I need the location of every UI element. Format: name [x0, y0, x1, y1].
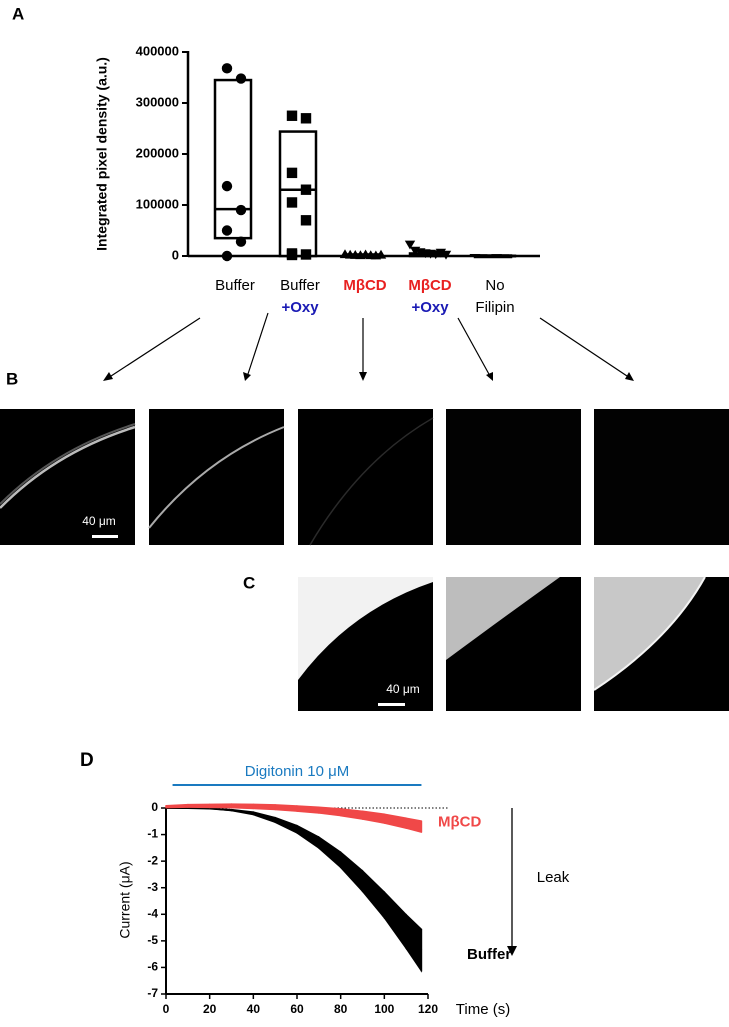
membrane — [0, 425, 136, 509]
series-label: Buffer — [467, 946, 511, 963]
data-point — [221, 63, 233, 74]
scale-bar — [92, 535, 118, 538]
data-point — [484, 254, 495, 258]
data-point — [469, 253, 481, 257]
arrow — [539, 317, 631, 379]
data-point — [491, 254, 502, 258]
x-tick-label: 0 — [163, 1002, 170, 1016]
y-tick-label: -7 — [147, 986, 158, 1000]
micrograph — [594, 409, 729, 545]
y-tick-label: -5 — [147, 933, 158, 947]
y-tick-label: 200000 — [136, 145, 179, 160]
micrographs-b: 40 μm — [0, 409, 729, 546]
scale-bar-label: 40 μm — [82, 514, 116, 528]
data-point — [221, 180, 233, 192]
data-point — [477, 254, 488, 258]
membrane — [0, 423, 136, 505]
line — [165, 804, 422, 828]
error-band — [383, 890, 407, 951]
data-point — [498, 254, 509, 258]
error-band — [405, 913, 422, 973]
y-tick-label: 100000 — [136, 196, 179, 211]
x-tick-label: 20 — [203, 1002, 217, 1016]
x-tick-label: Buffer — [280, 277, 320, 294]
scale-bar-label: 40 μm — [386, 682, 420, 696]
panel-letter: D — [80, 750, 94, 771]
arrowheads — [103, 372, 634, 381]
y-tick-label: 300000 — [136, 94, 179, 109]
data-point — [440, 250, 452, 260]
membrane — [593, 576, 706, 691]
data-point — [235, 73, 247, 84]
data-point — [221, 250, 233, 262]
x-tick-label: 60 — [290, 1002, 304, 1016]
data-point — [300, 184, 312, 195]
y-tick-label: 400000 — [136, 43, 179, 58]
micrograph — [298, 409, 433, 545]
series-label: MβCD — [438, 814, 481, 831]
scale-bar — [378, 703, 405, 706]
y-tick-label: -3 — [147, 880, 158, 894]
x-axis-label: Time (s) — [456, 1001, 510, 1018]
micrograph — [446, 409, 581, 545]
data-point — [300, 215, 312, 226]
arrowhead — [359, 372, 367, 381]
cell-region — [446, 577, 560, 660]
membrane — [309, 417, 434, 546]
y-tick-label: -4 — [147, 906, 158, 920]
panel-letter: C — [243, 573, 255, 592]
line — [166, 807, 423, 951]
arrowhead — [625, 372, 634, 381]
membrane — [148, 426, 285, 529]
arrows — [107, 312, 631, 379]
y-tick-label: -2 — [147, 853, 158, 867]
x-tick-label: 80 — [334, 1002, 348, 1016]
data-point — [286, 197, 298, 208]
micrograph — [149, 409, 284, 545]
data-point — [505, 254, 517, 258]
arrow — [246, 312, 269, 378]
y-axis-label: Current (μA) — [117, 861, 133, 938]
arrow — [107, 317, 201, 379]
y-tick-label: 0 — [172, 247, 179, 262]
data-point — [221, 225, 233, 236]
box — [213, 78, 253, 240]
y-tick-label: -6 — [147, 960, 158, 974]
data-point — [404, 240, 416, 250]
data-point — [235, 204, 247, 216]
cell-region — [298, 577, 433, 680]
micrographs-c: 40 μm — [298, 576, 729, 711]
x-tick-label: +Oxy — [411, 299, 449, 316]
y-axis-label: Integrated pixel density (a.u.) — [94, 57, 110, 251]
arrow-label: Leak — [537, 869, 570, 886]
x-tick-label: 120 — [418, 1002, 438, 1016]
data-point — [286, 110, 298, 121]
y-tick-label: -1 — [147, 827, 158, 841]
leak-arrowhead — [507, 946, 517, 956]
arrowhead — [243, 372, 251, 381]
annotation: Digitonin 10 μM — [245, 763, 350, 780]
panel-letter: A — [12, 4, 24, 23]
data-point — [300, 249, 312, 260]
data-point — [286, 167, 298, 179]
x-tick-label: Filipin — [475, 299, 514, 316]
data-point — [375, 249, 387, 259]
arrowhead — [103, 372, 113, 381]
x-tick-label: +Oxy — [281, 299, 319, 316]
arrowhead — [486, 372, 493, 381]
y-tick-label: 0 — [151, 800, 158, 814]
data-point — [235, 236, 247, 247]
x-tick-label: 100 — [374, 1002, 394, 1016]
x-tick-label: MβCD — [343, 277, 386, 294]
arrow — [457, 317, 491, 377]
x-tick-label: No — [485, 277, 504, 294]
x-tick-label: 40 — [247, 1002, 261, 1016]
data-point — [286, 249, 298, 261]
data-point — [300, 113, 312, 124]
panel-letter: B — [6, 369, 18, 388]
x-tick-label: Buffer — [215, 277, 255, 294]
x-tick-label: MβCD — [408, 277, 451, 294]
cell-region — [594, 577, 705, 690]
